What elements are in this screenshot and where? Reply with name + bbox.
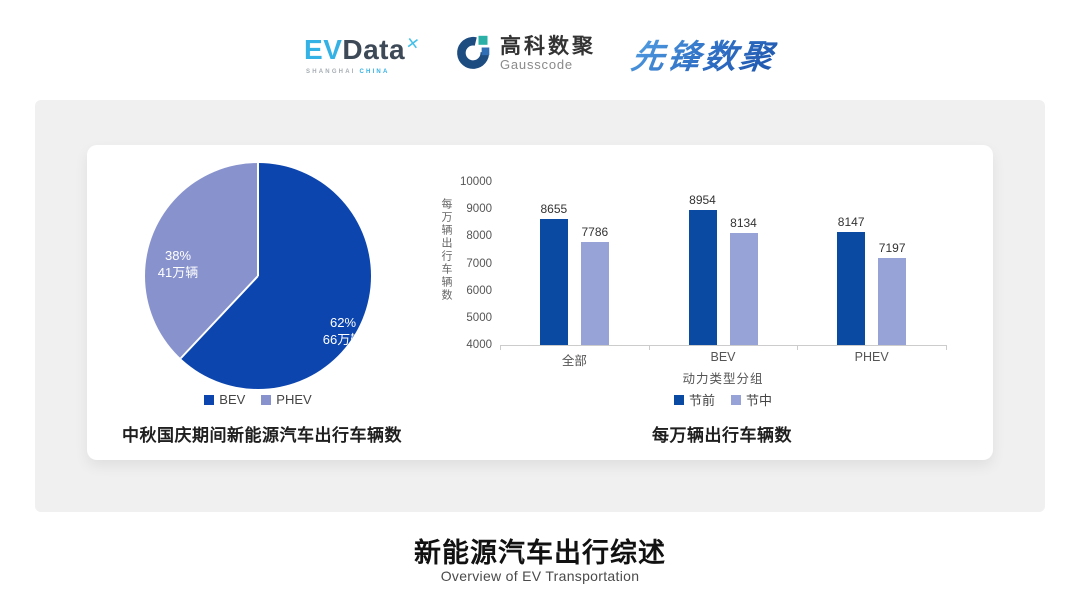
bar-value-label: 8655 <box>540 201 568 216</box>
evdata-star-icon: ✕ <box>404 34 422 54</box>
legend-item: 节中 <box>731 390 772 409</box>
y-axis-tick-label: 8000 <box>466 230 492 243</box>
pie-circle: 62% 66万辆 38% 41万辆 <box>145 163 371 389</box>
evdata-wordmark: EV Data ✕ <box>304 33 422 66</box>
evdata-data-text: Data <box>342 33 406 65</box>
pie-chart: 62% 66万辆 38% 41万辆 <box>145 163 371 389</box>
evdata-logo: EV Data ✕ SHANGHAI CHINA <box>304 33 422 75</box>
bar-value-label: 8134 <box>730 215 757 230</box>
xianfeng-logo: 先锋数聚 <box>629 30 780 78</box>
pie-slice-percent: 38% <box>164 248 192 263</box>
category-label: PHEV <box>854 350 889 364</box>
gausscode-logo: 高科数聚 Gausscode <box>456 34 596 75</box>
gausscode-cn-text: 高科数聚 <box>499 35 596 59</box>
bar-节前-PHEV <box>837 232 866 345</box>
legend-label: 节前 <box>688 393 715 408</box>
gausscode-text: 高科数聚 Gausscode <box>500 35 596 72</box>
pie-slice-divider <box>257 163 259 276</box>
legend-swatch <box>731 394 741 405</box>
bar-节中-BEV <box>729 232 758 345</box>
legend-item: PHEV <box>261 392 312 407</box>
gausscode-g-icon <box>456 34 492 75</box>
x-axis-tick-mark <box>500 345 501 350</box>
x-axis-tick-mark <box>946 345 947 350</box>
bar-value-label: 7786 <box>581 225 609 240</box>
chart-card: 62% 66万辆 38% 41万辆 BEV PHEV 中秋国庆期间新能源汽车出行车辆数 … <box>87 145 993 460</box>
y-axis-tick-label: 4000 <box>466 339 492 351</box>
bar-value-label: 8147 <box>837 215 865 230</box>
bar-节中-全部 <box>580 242 609 345</box>
category-label: 全部 <box>561 354 587 368</box>
pie-slice-label: 62% 66万辆 <box>307 315 371 348</box>
bar-节前-BEV <box>688 210 717 345</box>
bar-y-axis-label: 每万辆出行车辆数 <box>440 198 452 302</box>
page-title: 新能源汽车出行综述 <box>414 538 666 568</box>
legend-label: 节中 <box>746 393 773 408</box>
legend-swatch <box>673 394 684 405</box>
bar-节前-全部 <box>539 218 568 345</box>
pie-slice-value: 41万辆 <box>157 264 199 280</box>
pie-slice-divider <box>179 275 259 360</box>
evdata-shanghai-text: SHANGHAI <box>306 68 356 75</box>
y-axis-tick-label: 9000 <box>466 203 492 216</box>
pie-slice-label: 38% 41万辆 <box>145 248 214 281</box>
legend-item: BEV <box>204 392 245 407</box>
bar-chart-title: 每万辆出行车辆数 <box>652 426 792 445</box>
gausscode-en-text: Gausscode <box>499 57 573 73</box>
pie-chart-title: 中秋国庆期间新能源汽车出行车辆数 <box>122 426 402 445</box>
legend-label: PHEV <box>276 392 312 407</box>
y-axis-tick-label: 6000 <box>466 284 492 297</box>
legend-item: 节前 <box>673 390 715 409</box>
x-axis-tick-mark <box>648 345 650 350</box>
x-axis-tick-mark <box>797 345 799 350</box>
pie-legend: BEV PHEV <box>145 392 371 407</box>
evdata-ev-text: EV <box>304 33 343 65</box>
header-logos: EV Data ✕ SHANGHAI CHINA 高科数聚 Gausscode 先锋… <box>0 22 1080 86</box>
y-axis-tick-label: 10000 <box>460 176 492 188</box>
category-label: BEV <box>710 350 736 364</box>
bar-节中-PHEV <box>878 258 907 345</box>
bar-legend: 节前 节中 <box>500 390 946 409</box>
bar-value-label: 7197 <box>878 241 906 256</box>
pie-slice-percent: 62% <box>329 315 357 330</box>
legend-label: BEV <box>219 392 246 407</box>
y-axis-tick-label: 7000 <box>466 257 492 270</box>
pie-slice-value: 66万辆 <box>322 331 364 347</box>
x-axis-line <box>500 345 946 346</box>
evdata-subtext: SHANGHAI CHINA <box>304 69 420 75</box>
page-subtitle: Overview of EV Transportation <box>440 568 640 584</box>
bar-chart: 每万辆出行车辆数 动力类型分组 节前 节中 4000 5000 6000 7000 800… <box>430 160 980 450</box>
legend-swatch <box>261 394 272 405</box>
legend-swatch <box>204 394 215 405</box>
bar-value-label: 8954 <box>689 193 716 208</box>
y-axis-tick-label: 5000 <box>466 311 492 324</box>
evdata-china-text: CHINA <box>359 68 390 75</box>
bar-x-axis-label: 动力类型分组 <box>682 372 764 386</box>
